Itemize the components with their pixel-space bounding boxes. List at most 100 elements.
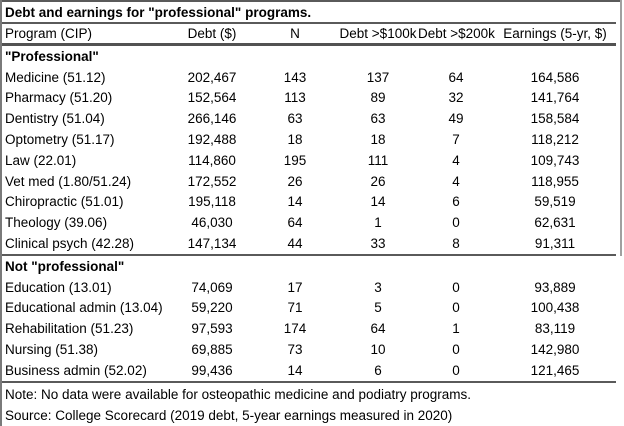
table-row: Nursing (51.38) 69,885 73 10 0 142,980: [2, 339, 616, 360]
column-header-debt-200k: Debt >$200k: [418, 24, 495, 46]
value-cell: 6: [374, 362, 382, 378]
value-cell: 141,764: [530, 90, 580, 106]
value-cell: 8: [452, 236, 460, 252]
table-row: Pharmacy (51.20) 152,564 113 89 32 141,764: [2, 88, 616, 109]
value-cell: 99,436: [191, 362, 233, 378]
value-cell: 63: [287, 111, 303, 127]
value-cell: 195,118: [188, 194, 236, 210]
value-cell: 46,030: [191, 215, 233, 231]
value-cell: 1: [452, 321, 460, 337]
value-cell: 118,955: [531, 173, 579, 189]
value-cell: 137: [366, 69, 390, 85]
column-header-n: N: [252, 24, 338, 46]
value-cell: 4: [452, 173, 460, 189]
value-cell: 59,519: [534, 194, 576, 210]
section-header-row: Not "professional": [2, 254, 616, 277]
value-cell: 64: [370, 321, 386, 337]
value-cell: 174: [283, 321, 307, 337]
value-cell: 91,311: [534, 236, 576, 252]
section-header-row: "Professional": [2, 44, 616, 67]
value-cell: 1: [374, 215, 382, 231]
value-cell: 0: [452, 300, 460, 316]
program-cell: Chiropractic (51.01): [5, 194, 124, 210]
value-cell: 89: [370, 90, 386, 106]
program-cell: Nursing (51.38): [5, 342, 99, 358]
table-row: Chiropractic (51.01) 195,118 14 14 6 59,519: [2, 192, 616, 213]
table-row: Optometry (51.17) 192,488 18 18 7 118,212: [2, 129, 616, 150]
program-cell: Clinical psych (42.28): [5, 236, 135, 252]
column-header-program: Program (CIP): [2, 24, 172, 46]
value-cell: 100,438: [530, 300, 580, 316]
header-row: Program (CIP) Debt ($) N Debt >$100k Deb…: [2, 24, 616, 46]
value-cell: 14: [287, 194, 303, 210]
value-cell: 118,212: [531, 132, 579, 148]
table-row: Dentistry (51.04) 266,146 63 63 49 158,584: [2, 108, 616, 129]
value-cell: 147,134: [187, 236, 237, 252]
value-cell: 18: [370, 132, 386, 148]
value-cell: 195: [283, 152, 307, 168]
program-cell: Rehabilitation (51.23): [5, 321, 134, 337]
value-cell: 111: [367, 152, 389, 168]
frame-left-edge: [0, 0, 2, 426]
table-row: Clinical psych (42.28) 147,134 44 33 8 91,311: [2, 233, 616, 255]
value-cell: 7: [452, 132, 460, 148]
value-cell: 64: [287, 215, 303, 231]
program-cell: Law (22.01): [5, 152, 77, 168]
value-cell: 14: [287, 362, 303, 378]
value-cell: 0: [452, 215, 460, 231]
value-cell: 152,564: [187, 90, 237, 106]
value-cell: 63: [370, 111, 386, 127]
value-cell: 26: [370, 173, 386, 189]
column-header-debt-100k: Debt >$100k: [338, 24, 418, 46]
table-row: Vet med (1.80/51.24) 172,552 26 26 4 118,955: [2, 171, 616, 192]
section-label: "Professional": [5, 48, 99, 64]
value-cell: 83,119: [534, 321, 576, 337]
table-top-rule: [0, 0, 622, 2]
frame-right-edge: [620, 0, 622, 256]
value-cell: 0: [452, 362, 460, 378]
program-cell: Pharmacy (51.20): [5, 90, 113, 106]
program-cell: Business admin (52.02): [5, 362, 147, 378]
value-cell: 5: [374, 300, 382, 316]
table-body: "Professional" Medicine (51.12) 202,467 143…: [2, 44, 616, 382]
table-title: Debt and earnings for "professional" pro…: [2, 2, 616, 24]
value-cell: 18: [287, 132, 303, 148]
value-cell: 114,860: [188, 152, 236, 168]
debt-earnings-table: Program (CIP) Debt ($) N Debt >$100k Deb…: [2, 24, 616, 383]
value-cell: 93,889: [534, 279, 576, 295]
program-cell: Theology (39.06): [5, 215, 108, 231]
value-cell: 71: [287, 300, 303, 316]
table-note: Note: No data were available for osteopa…: [5, 386, 472, 402]
value-cell: 74,069: [191, 279, 233, 295]
value-cell: 17: [287, 279, 303, 295]
program-cell: Education (13.01): [5, 279, 112, 295]
value-cell: 266,146: [187, 111, 237, 127]
table-row: Education (13.01) 74,069 17 3 0 93,889: [2, 277, 616, 298]
column-header-earnings: Earnings (5-yr, $): [494, 24, 616, 46]
value-cell: 0: [452, 342, 460, 358]
value-cell: 14: [370, 194, 386, 210]
program-cell: Optometry (51.17): [5, 132, 115, 148]
column-header-debt: Debt ($): [172, 24, 252, 46]
value-cell: 109,743: [530, 152, 580, 168]
program-cell: Vet med (1.80/51.24): [5, 173, 132, 189]
value-cell: 97,593: [191, 321, 233, 337]
value-cell: 0: [452, 279, 460, 295]
table-row: Educational admin (13.04) 59,220 71 5 0 100,4…: [2, 298, 616, 319]
value-cell: 6: [452, 194, 460, 210]
value-cell: 113: [284, 90, 306, 106]
value-cell: 4: [452, 152, 460, 168]
value-cell: 59,220: [191, 300, 233, 316]
value-cell: 62,631: [534, 215, 576, 231]
value-cell: 32: [448, 90, 464, 106]
value-cell: 69,885: [191, 342, 233, 358]
table-row: Medicine (51.12) 202,467 143 137 64 164,586: [2, 67, 616, 88]
value-cell: 64: [448, 69, 464, 85]
value-cell: 3: [374, 279, 382, 295]
value-cell: 73: [287, 342, 303, 358]
value-cell: 44: [287, 236, 303, 252]
value-cell: 49: [448, 111, 464, 127]
section-label: Not "professional": [5, 258, 125, 274]
value-cell: 10: [370, 342, 386, 358]
program-cell: Dentistry (51.04): [5, 111, 105, 127]
